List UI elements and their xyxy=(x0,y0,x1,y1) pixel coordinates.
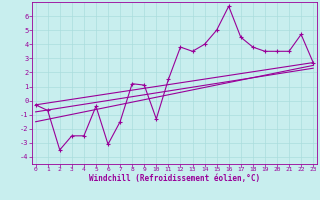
X-axis label: Windchill (Refroidissement éolien,°C): Windchill (Refroidissement éolien,°C) xyxy=(89,174,260,183)
